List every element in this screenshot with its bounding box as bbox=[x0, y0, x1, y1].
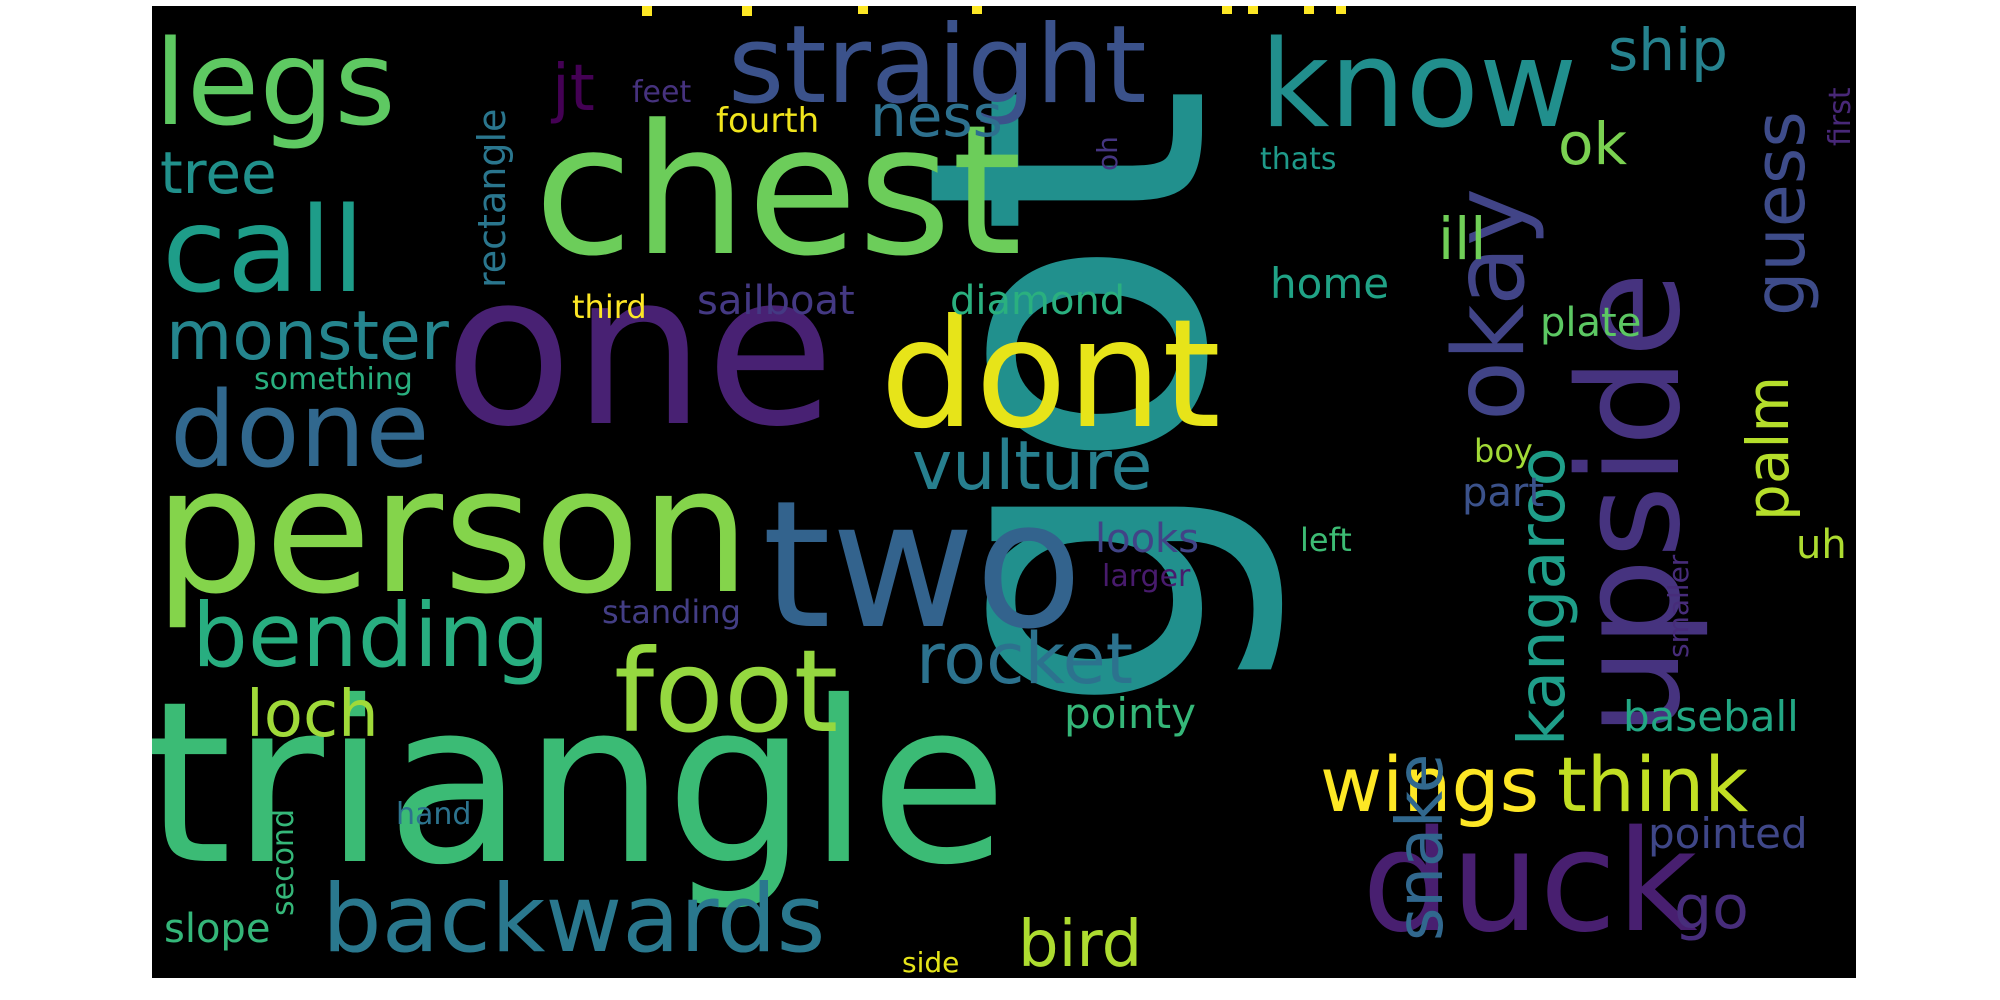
word-bird: bird bbox=[1018, 908, 1142, 978]
word-looks: looks bbox=[1095, 516, 1199, 562]
word-person: person bbox=[154, 430, 750, 633]
word-backwards: backwards bbox=[322, 865, 826, 974]
word-okay: okay bbox=[1433, 188, 1547, 421]
word-part: part bbox=[1462, 470, 1544, 516]
word-ill: ill bbox=[1438, 205, 1486, 273]
word-upside: upside bbox=[1549, 272, 1712, 736]
clipped-word-fragment bbox=[1222, 6, 1232, 14]
word-hand: hand bbox=[396, 797, 471, 832]
word-monster: monster bbox=[166, 297, 449, 376]
word-first: first bbox=[1823, 87, 1856, 146]
word-oh: oh bbox=[1091, 136, 1124, 171]
word-standing: standing bbox=[602, 593, 741, 631]
word-left: left bbox=[1300, 521, 1352, 559]
word-cloud-svg: got triangle one chest person two dont u… bbox=[152, 6, 1856, 978]
word-uh: uh bbox=[1796, 522, 1847, 568]
word-got: got bbox=[845, 85, 1293, 716]
word-loch: loch bbox=[246, 678, 379, 752]
word-vulture: vulture bbox=[912, 427, 1152, 506]
word-pointed: pointed bbox=[1648, 809, 1808, 858]
word-something: something bbox=[254, 362, 413, 397]
word-go: go bbox=[1674, 873, 1749, 943]
word-snake: snake bbox=[1384, 754, 1458, 941]
clipped-word-fragment bbox=[1248, 6, 1258, 14]
word-guess: guess bbox=[1739, 111, 1821, 316]
word-dont: dont bbox=[880, 288, 1221, 462]
word-thats: thats bbox=[1260, 142, 1337, 177]
word-straight: straight bbox=[728, 6, 1147, 128]
word-jt: jt bbox=[550, 52, 595, 126]
word-foot: foot bbox=[614, 625, 838, 758]
word-baseball: baseball bbox=[1623, 692, 1799, 741]
word-slope: slope bbox=[164, 906, 270, 952]
word-think: think bbox=[1557, 740, 1748, 829]
word-fourth: fourth bbox=[716, 101, 819, 141]
word-sailboat: sailboat bbox=[697, 278, 855, 324]
word-wings: wings bbox=[1320, 740, 1539, 829]
clipped-word-fragment bbox=[1304, 6, 1314, 14]
word-ok: ok bbox=[1558, 110, 1627, 178]
word-kangaroo: kangaroo bbox=[1506, 447, 1580, 746]
word-bending: bending bbox=[192, 584, 550, 687]
word-boy: boy bbox=[1474, 432, 1533, 470]
word-rectangle: rectangle bbox=[470, 109, 514, 288]
word-ship: ship bbox=[1608, 16, 1728, 84]
word-third: third bbox=[572, 288, 647, 326]
word-plate: plate bbox=[1540, 300, 1641, 346]
word-two: two bbox=[762, 463, 1083, 668]
word-pointy: pointy bbox=[1064, 689, 1196, 738]
word-one: one bbox=[444, 228, 835, 473]
clipped-word-fragment bbox=[742, 6, 752, 16]
word-call: call bbox=[162, 181, 365, 319]
clipped-word-fragment bbox=[1336, 6, 1346, 14]
word-chest: chest bbox=[534, 87, 1022, 296]
clipped-word-fragment bbox=[642, 6, 652, 16]
word-triangle: triangle bbox=[152, 653, 1008, 914]
word-duck: duck bbox=[1362, 801, 1698, 964]
word-larger: larger bbox=[1102, 559, 1191, 594]
word-cloud-canvas: got triangle one chest person two dont u… bbox=[152, 6, 1856, 978]
word-side: side bbox=[902, 946, 959, 978]
word-legs: legs bbox=[154, 14, 396, 152]
word-done: done bbox=[170, 369, 430, 491]
word-second: second bbox=[266, 809, 301, 916]
word-palm: palm bbox=[1734, 376, 1802, 521]
clipped-word-fragment bbox=[972, 6, 982, 14]
word-smaller: smaller bbox=[1662, 554, 1695, 658]
word-home: home bbox=[1270, 259, 1389, 308]
word-tree: tree bbox=[160, 139, 277, 207]
word-know: know bbox=[1260, 16, 1577, 155]
word-ness: ness bbox=[870, 82, 1003, 150]
clipped-word-fragment bbox=[858, 6, 868, 14]
word-rocket: rocket bbox=[916, 618, 1133, 700]
word-diamond: diamond bbox=[950, 278, 1125, 324]
word-feet: feet bbox=[632, 75, 691, 110]
